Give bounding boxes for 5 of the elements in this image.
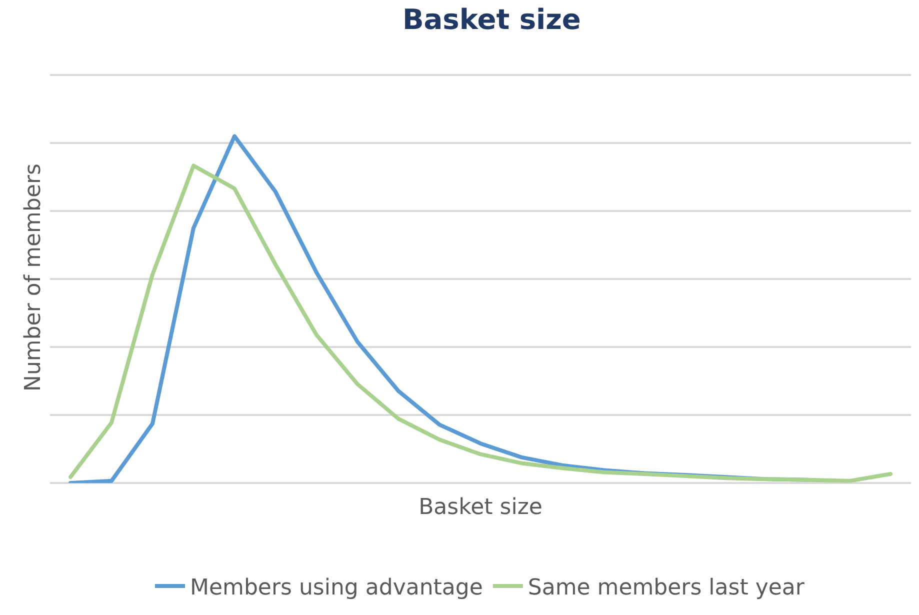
- legend-label: Same members last year: [528, 576, 806, 601]
- legend-label: Members using advantage: [190, 576, 483, 601]
- chart-title: Basket size: [402, 2, 581, 36]
- y-axis-title: Number of members: [20, 164, 46, 392]
- x-axis-title: Basket size: [418, 494, 542, 520]
